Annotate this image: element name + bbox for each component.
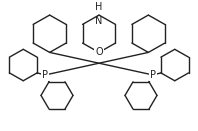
Text: P: P [42, 70, 48, 80]
Text: H: H [95, 2, 103, 12]
Text: P: P [150, 70, 156, 80]
Text: O: O [95, 47, 103, 57]
Text: N: N [95, 16, 103, 26]
